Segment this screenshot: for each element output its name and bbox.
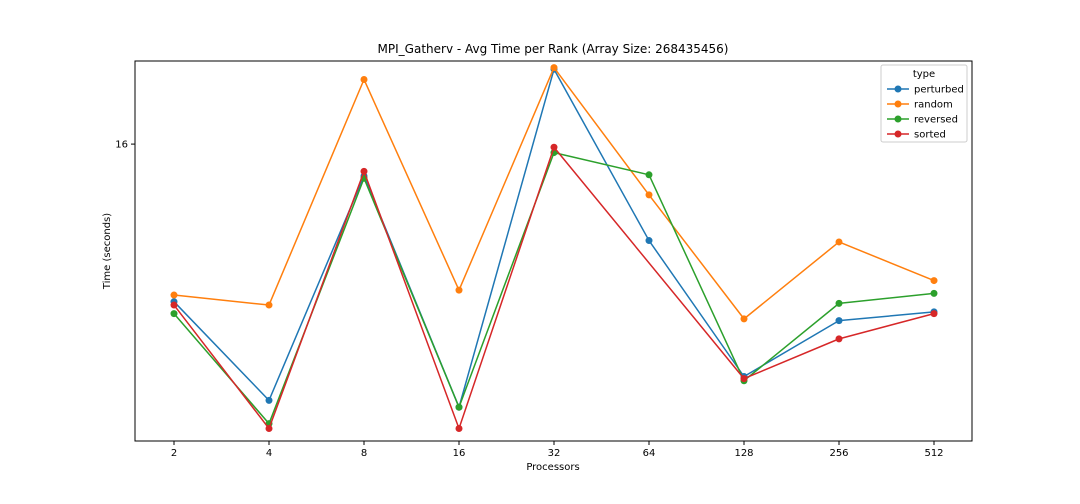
legend-marker-random (894, 100, 902, 108)
data-point-random (930, 277, 938, 285)
data-point-sorted (930, 310, 938, 318)
legend-title: type (913, 69, 935, 80)
x-tick-label: 16 (453, 448, 466, 459)
data-point-sorted (170, 301, 178, 309)
data-point-random (360, 75, 368, 83)
legend-marker-reversed (894, 115, 902, 123)
legend-box (880, 64, 968, 143)
legend: type perturbed random reversed sorted (880, 64, 968, 143)
data-point-reversed (170, 310, 178, 318)
data-point-perturbed (265, 396, 273, 404)
legend-label-reversed: reversed (914, 115, 958, 126)
data-point-random (455, 286, 463, 294)
data-point-reversed (455, 403, 463, 411)
series-line-sorted (173, 146, 935, 430)
data-point-random (550, 64, 558, 72)
x-tick-label: 512 (924, 448, 943, 459)
legend-marker-sorted (894, 130, 902, 138)
data-point-reversed (645, 171, 653, 179)
data-point-sorted (550, 143, 558, 151)
legend-label-sorted: sorted (914, 130, 946, 141)
data-point-random (740, 315, 748, 323)
series-line-reversed (173, 151, 935, 425)
y-tick-label: 16 (115, 140, 128, 151)
y-axis-label: Time (seconds) (102, 213, 113, 290)
data-point-sorted (740, 375, 748, 383)
data-point-sorted (835, 335, 843, 343)
plot-area: 2 4 8 16 32 64 128 256 512 16 (115, 60, 973, 459)
data-point-random (645, 191, 653, 199)
x-tick-label: 32 (548, 448, 561, 459)
x-tick-label: 4 (266, 448, 272, 459)
x-tick-label: 128 (734, 448, 753, 459)
series-line-perturbed (173, 68, 935, 408)
data-point-random (170, 291, 178, 299)
chart-title: MPI_Gatherv - Avg Time per Rank (Array S… (378, 42, 729, 56)
x-axis-label: Processors (526, 462, 579, 473)
legend-label-perturbed: perturbed (914, 85, 964, 96)
axes-frame (134, 60, 973, 442)
data-point-sorted (265, 425, 273, 433)
data-point-reversed (835, 299, 843, 307)
data-point-random (265, 301, 273, 309)
legend-label-random: random (914, 100, 953, 111)
data-point-perturbed (835, 317, 843, 325)
data-point-random (835, 238, 843, 246)
series-line-random (173, 66, 935, 320)
data-point-reversed (930, 289, 938, 297)
x-tick-label: 256 (829, 448, 848, 459)
x-tick-label: 8 (361, 448, 367, 459)
data-point-perturbed (645, 237, 653, 245)
data-point-sorted (360, 167, 368, 175)
legend-marker-perturbed (894, 85, 902, 93)
x-tick-label: 2 (171, 448, 177, 459)
x-tick-label: 64 (643, 448, 656, 459)
data-point-sorted (455, 425, 463, 433)
